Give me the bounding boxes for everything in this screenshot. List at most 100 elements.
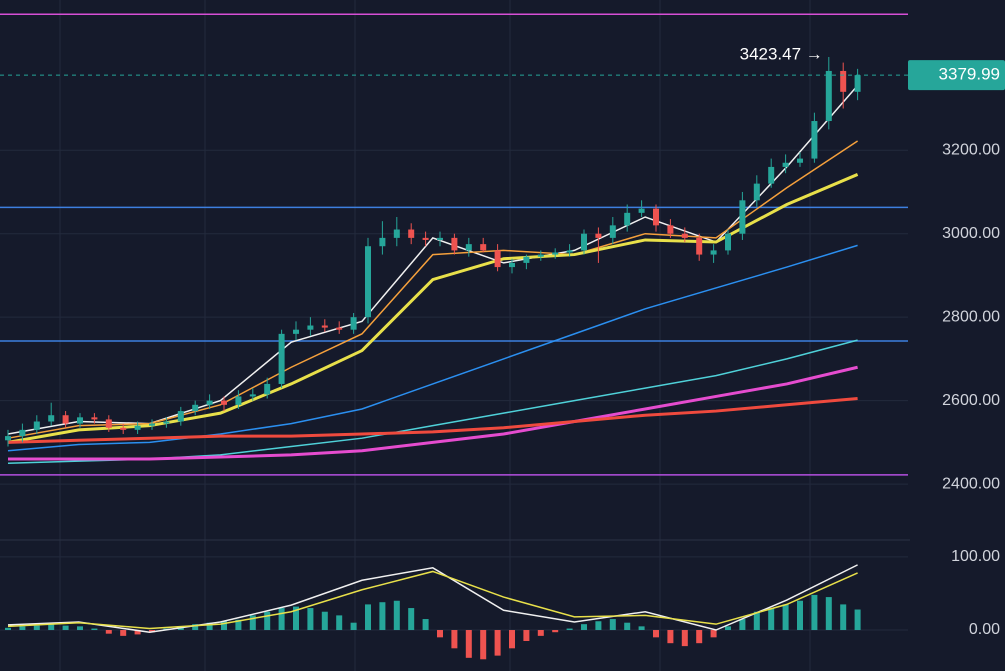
histogram-bar: [811, 594, 818, 631]
histogram-bar: [105, 630, 112, 634]
candle-body: [177, 411, 184, 422]
histogram-bar: [825, 597, 832, 631]
candle-body: [379, 237, 386, 247]
candle-body: [710, 250, 717, 255]
candle-body: [465, 244, 472, 251]
histogram-bar: [91, 628, 98, 631]
histogram-bar: [681, 630, 688, 647]
y-tick-label: 0.00: [969, 621, 1000, 638]
y-tick-label: 2800.00: [942, 308, 1000, 325]
histogram-bar: [249, 615, 256, 631]
candle-body: [249, 394, 256, 397]
candle-body: [365, 246, 371, 318]
candle-body: [19, 429, 26, 437]
candle-body: [667, 225, 674, 234]
histogram-bar: [653, 630, 659, 638]
last-price-label: 3379.99: [939, 65, 1000, 84]
histogram-bar: [206, 622, 213, 631]
histogram-bar: [33, 625, 40, 631]
candle-body: [134, 425, 141, 430]
y-tick-label: 100.00: [951, 548, 1000, 565]
y-tick-label: 2400.00: [942, 475, 1000, 492]
candle-body: [811, 121, 818, 159]
histogram-bar: [753, 611, 760, 631]
candle-body: [293, 329, 299, 334]
histogram-bar: [278, 608, 285, 631]
candle-body: [321, 325, 328, 328]
candle-body: [509, 262, 515, 268]
histogram-bar: [638, 626, 645, 631]
histogram-bar: [422, 619, 429, 631]
candle-body: [537, 254, 544, 257]
histogram-bar: [624, 622, 631, 631]
candle-body: [854, 75, 861, 92]
histogram-bar: [451, 630, 458, 649]
candle-body: [624, 212, 631, 226]
histogram-bar: [408, 608, 415, 631]
histogram-bar: [221, 621, 227, 631]
candle-body: [120, 427, 127, 430]
histogram-bar: [739, 619, 746, 631]
histogram-bar: [307, 608, 314, 631]
candle-body: [480, 244, 487, 251]
candle-body: [696, 237, 703, 255]
vertical-grid: [59, 0, 811, 671]
histogram-bar: [840, 604, 847, 631]
candle-body: [91, 417, 98, 420]
candle-body: [681, 233, 688, 238]
candle-body: [62, 415, 69, 424]
candle-body: [393, 229, 400, 238]
candle-body: [595, 233, 602, 238]
candle-body: [566, 250, 573, 253]
histogram-bar: [365, 604, 371, 631]
candle-body: [163, 421, 170, 424]
histogram-bar: [696, 630, 703, 644]
histogram-bar: [192, 624, 199, 631]
histogram-bar: [321, 611, 328, 631]
histogram-bar: [264, 611, 271, 631]
candle-body: [753, 183, 760, 201]
histogram-bar: [537, 630, 544, 636]
histogram-bar: [768, 608, 775, 631]
indicator-line: [7, 570, 858, 630]
histogram-bar: [19, 626, 26, 631]
y-tick-label: 3200.00: [942, 141, 1000, 158]
histogram-bar: [48, 624, 55, 631]
histogram-bar: [336, 615, 343, 631]
histogram-bar: [667, 630, 674, 644]
histogram-bar: [120, 630, 127, 636]
candle-body: [206, 400, 213, 405]
histogram-bar: [379, 602, 386, 631]
histogram-bar: [5, 627, 11, 631]
candle-body: [350, 317, 357, 330]
histogram-bar: [595, 621, 602, 631]
histogram-bar: [710, 630, 717, 638]
candle-body: [336, 327, 343, 330]
histogram-bar: [77, 626, 83, 631]
candle-body: [782, 162, 789, 167]
histogram-bar: [782, 604, 789, 631]
candle-body: [264, 383, 271, 395]
candle-body: [739, 200, 746, 234]
histogram-bar: [235, 619, 242, 631]
candle-body: [192, 404, 199, 412]
candle-body: [451, 237, 458, 251]
histogram-bar: [797, 600, 803, 631]
candle-body: [653, 208, 659, 226]
histogram-bar: [581, 624, 587, 631]
indicator-line: [7, 397, 858, 444]
candle-body: [609, 225, 616, 238]
candle-body: [235, 396, 242, 405]
histogram-bar: [350, 622, 357, 631]
candle-body: [494, 250, 501, 268]
candle-body: [422, 237, 429, 240]
histogram-bar: [609, 619, 616, 631]
histogram-bar: [293, 606, 299, 631]
candle-body: [77, 417, 83, 424]
candle-body: [221, 400, 227, 405]
candle-body: [581, 233, 587, 251]
candle-body: [825, 70, 832, 122]
candle-body: [48, 415, 55, 422]
